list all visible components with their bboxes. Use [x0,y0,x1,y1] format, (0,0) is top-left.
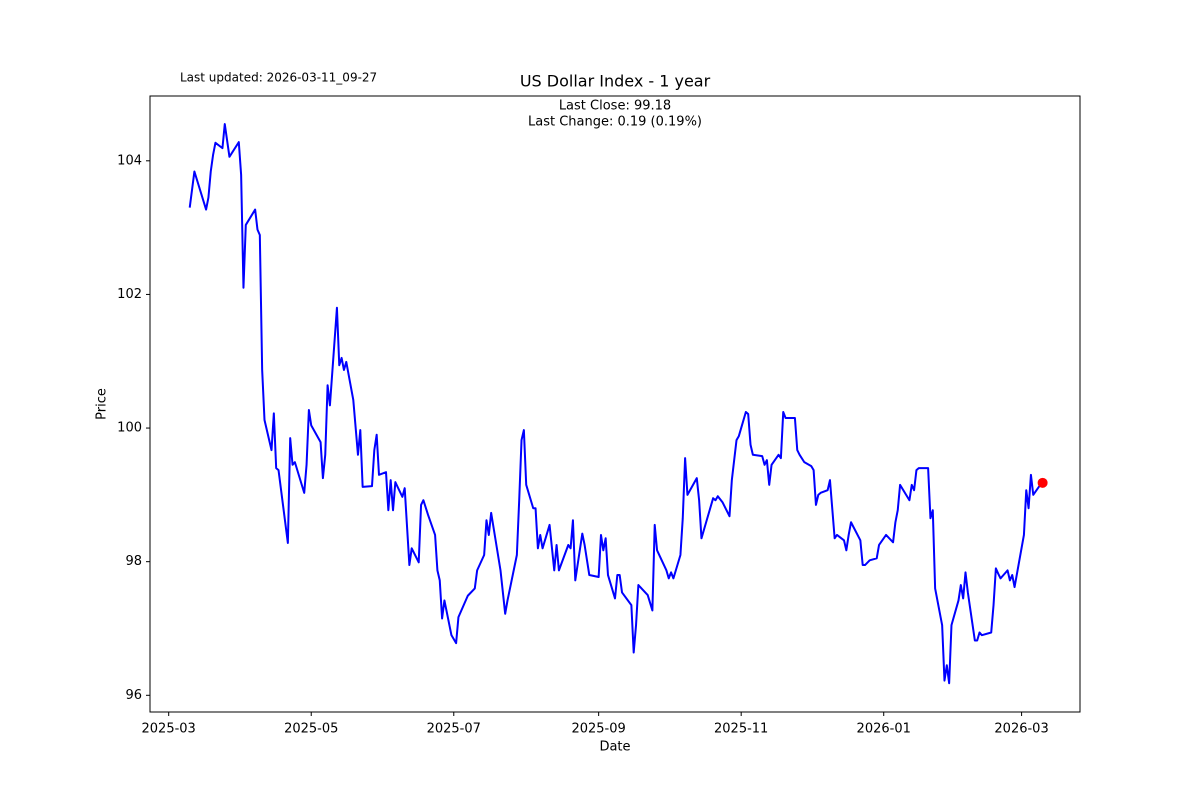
x-tick-label: 2025-11 [714,722,768,737]
last-point [1037,477,1048,488]
last-updated: Last updated: 2026-03-11_09-27 [180,71,377,85]
last-change: Last Change: 0.19 (0.19%) [528,115,702,130]
x-tick-label: 2025-03 [142,722,196,737]
x-axis-label: Date [599,740,630,755]
x-tick-label: 2025-09 [571,722,625,737]
y-axis-label: Price [95,388,110,420]
chart-title: US Dollar Index - 1 year [520,72,711,91]
y-tick-label: 100 [117,421,142,436]
x-tick-label: 2026-01 [857,722,911,737]
x-tick-label: 2025-05 [284,722,338,737]
last-close: Last Close: 99.18 [559,99,671,114]
y-tick-label: 102 [117,287,142,302]
y-tick-label: 98 [125,554,142,569]
y-tick-label: 104 [117,153,142,168]
y-tick-label: 96 [125,688,142,703]
price-line [188,123,1044,685]
axes-frame [149,95,1081,713]
x-tick-label: 2026-03 [994,722,1048,737]
x-tick-label: 2025-07 [427,722,481,737]
